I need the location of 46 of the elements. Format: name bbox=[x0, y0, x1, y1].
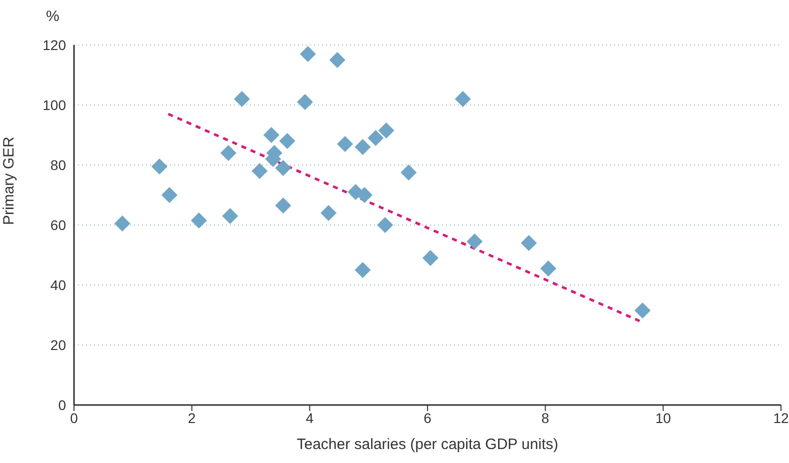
point bbox=[454, 91, 471, 107]
point bbox=[400, 164, 417, 180]
point bbox=[329, 52, 346, 68]
point bbox=[540, 260, 556, 276]
point bbox=[466, 234, 483, 250]
point bbox=[354, 139, 371, 155]
y-axis-title: Primary GER bbox=[0, 136, 18, 225]
point bbox=[190, 212, 207, 228]
x-tick-label: 12 bbox=[773, 410, 789, 426]
point bbox=[275, 160, 292, 176]
point bbox=[520, 235, 537, 251]
point bbox=[220, 145, 236, 161]
point bbox=[296, 94, 313, 110]
x-tick-label: 10 bbox=[655, 410, 672, 426]
point bbox=[114, 216, 130, 232]
y-tick-label: 100 bbox=[42, 96, 66, 113]
point bbox=[151, 158, 168, 174]
x-tick-label: 4 bbox=[306, 410, 314, 426]
point bbox=[320, 205, 337, 221]
point bbox=[275, 198, 292, 214]
point bbox=[634, 302, 651, 318]
point bbox=[263, 127, 280, 143]
y-tick-label: 40 bbox=[50, 276, 66, 293]
text: % bbox=[46, 8, 60, 25]
point bbox=[368, 130, 384, 146]
point bbox=[378, 122, 394, 138]
y-tick-label: 0 bbox=[58, 396, 66, 413]
point bbox=[337, 136, 354, 152]
point bbox=[377, 217, 394, 233]
x-tick-label: 0 bbox=[70, 410, 78, 426]
point bbox=[252, 163, 268, 179]
point bbox=[161, 187, 178, 203]
point bbox=[222, 208, 238, 224]
x-tick-label: 8 bbox=[541, 410, 550, 426]
y-tick-label: 80 bbox=[50, 156, 66, 173]
x-tick-label: 6 bbox=[424, 410, 432, 426]
point bbox=[422, 250, 438, 266]
point bbox=[300, 46, 316, 62]
point bbox=[279, 133, 296, 149]
x-axis-title: Teacher salaries (per capita GDP units) bbox=[296, 436, 558, 453]
point bbox=[354, 262, 371, 278]
x-tick-label: 2 bbox=[188, 410, 196, 426]
y-tick-label: 20 bbox=[50, 336, 66, 353]
point bbox=[234, 91, 250, 107]
y-tick-label: 120 bbox=[42, 36, 66, 53]
y-tick-label: 60 bbox=[50, 216, 66, 233]
